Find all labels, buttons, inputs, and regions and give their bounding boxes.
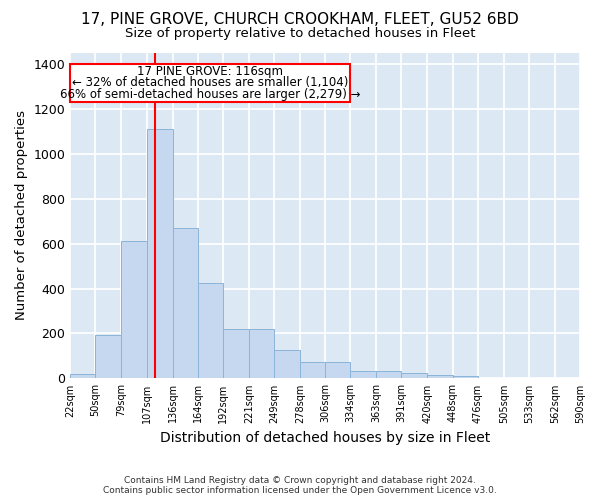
Bar [350,370,376,378]
Bar [401,373,427,378]
Text: 17, PINE GROVE, CHURCH CROOKHAM, FLEET, GU52 6BD: 17, PINE GROVE, CHURCH CROOKHAM, FLEET, … [81,12,519,28]
Bar [223,329,249,378]
Bar [274,350,300,378]
Bar [95,334,121,378]
Text: Contains HM Land Registry data © Crown copyright and database right 2024.
Contai: Contains HM Land Registry data © Crown c… [103,476,497,495]
FancyBboxPatch shape [70,64,350,102]
Bar [121,242,146,378]
Bar [376,370,401,378]
X-axis label: Distribution of detached houses by size in Fleet: Distribution of detached houses by size … [160,431,490,445]
Text: 66% of semi-detached houses are larger (2,279) →: 66% of semi-detached houses are larger (… [60,88,361,101]
Bar [325,362,350,378]
Bar [173,228,198,378]
Bar [452,376,478,378]
Bar [198,283,223,378]
Text: 17 PINE GROVE: 116sqm: 17 PINE GROVE: 116sqm [137,65,283,78]
Bar [70,374,95,378]
Bar [249,329,274,378]
Text: Size of property relative to detached houses in Fleet: Size of property relative to detached ho… [125,28,475,40]
Y-axis label: Number of detached properties: Number of detached properties [15,110,28,320]
Bar [427,375,452,378]
Bar [300,362,325,378]
Bar [146,129,173,378]
Text: ← 32% of detached houses are smaller (1,104): ← 32% of detached houses are smaller (1,… [72,76,349,90]
